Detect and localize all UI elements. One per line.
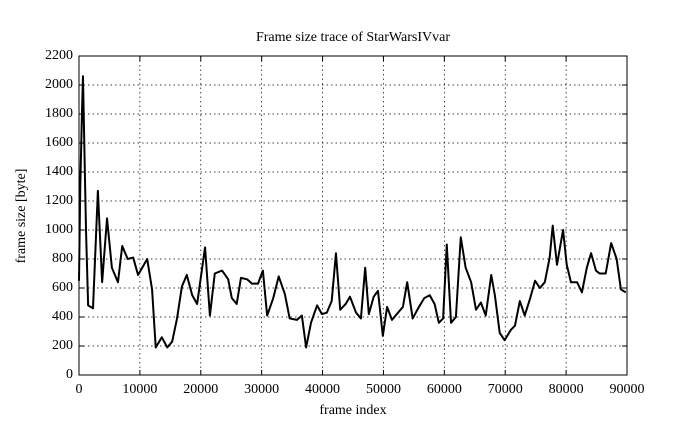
- x-tick-label: 0: [76, 382, 83, 397]
- y-tick-label: 1400: [45, 164, 73, 179]
- x-tick-label: 60000: [427, 382, 462, 397]
- x-tick-label: 10000: [122, 382, 157, 397]
- y-tick-label: 2000: [45, 77, 73, 92]
- x-tick-label: 30000: [244, 382, 279, 397]
- y-tick-label: 200: [52, 338, 73, 353]
- x-axis-label: frame index: [319, 403, 386, 418]
- plot-frame: [78, 55, 628, 376]
- y-tick-label: 400: [52, 309, 73, 324]
- y-tick-label: 0: [66, 367, 73, 382]
- y-tick-label: 1800: [45, 106, 73, 121]
- x-tick-label: 80000: [549, 382, 584, 397]
- y-tick-label: 1600: [45, 135, 73, 150]
- y-tick-label: 800: [52, 251, 73, 266]
- data-line: [78, 75, 627, 349]
- y-tick-label: 2200: [45, 48, 73, 63]
- y-axis-label: frame size [byte]: [14, 169, 29, 264]
- y-tick-label: 1200: [45, 193, 73, 208]
- x-tick-label: 90000: [610, 382, 645, 397]
- chart-title: Frame size trace of StarWarsIVvar: [256, 30, 450, 45]
- x-tick-label: 70000: [488, 382, 523, 397]
- x-tick-label: 40000: [305, 382, 340, 397]
- y-tick-label: 600: [52, 280, 73, 295]
- x-tick-label: 50000: [366, 382, 401, 397]
- x-tick-label: 20000: [183, 382, 218, 397]
- y-tick-label: 1000: [45, 222, 73, 237]
